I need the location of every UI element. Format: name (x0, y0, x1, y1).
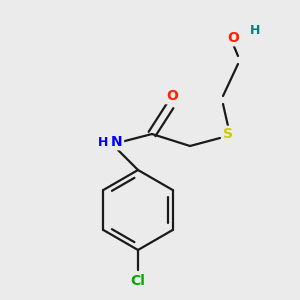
Text: Cl: Cl (130, 274, 146, 288)
Text: N: N (111, 135, 123, 149)
Text: S: S (223, 127, 233, 141)
Text: H: H (98, 136, 108, 148)
Text: O: O (166, 89, 178, 103)
Text: O: O (227, 31, 239, 45)
Text: H: H (250, 23, 260, 37)
